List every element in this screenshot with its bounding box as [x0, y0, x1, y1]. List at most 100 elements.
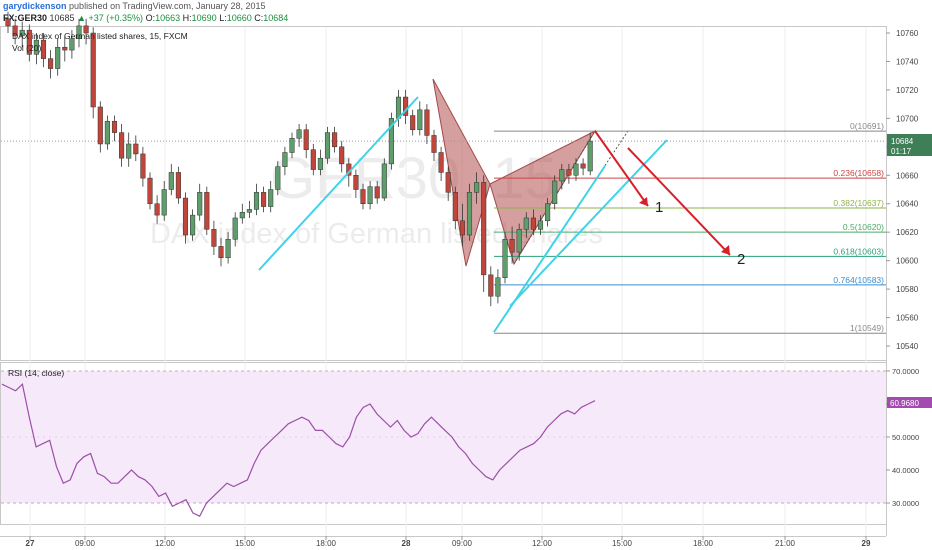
target-2-label: 2: [737, 251, 745, 268]
low-label: L:: [219, 13, 227, 23]
high-value: 10690: [191, 13, 217, 23]
candles: [5, 11, 593, 307]
candle-body-51: [367, 186, 373, 204]
last-price: 10685: [49, 13, 75, 23]
price-tick-10560: 10560: [896, 314, 919, 323]
candle-body-74: [530, 217, 536, 230]
candle-body-35: [253, 192, 260, 210]
candle-body-10: [76, 25, 82, 39]
time-tick-0: 27: [26, 539, 35, 548]
symbol-label: FX:GER30: [3, 13, 48, 23]
candle-body-60: [431, 135, 437, 153]
rsi-tick-70.0000: 70.0000: [892, 367, 919, 376]
candle-body-73: [523, 217, 529, 230]
fib-label-0.5: 0.5(10620): [843, 222, 884, 232]
price-tick-10740: 10740: [896, 57, 919, 66]
arrow-2-shaft: [627, 147, 731, 256]
candle-body-34: [246, 209, 252, 213]
change-value: +37 (+0.35%): [88, 13, 144, 23]
candle-body-71: [509, 239, 515, 253]
candle-body-65: [466, 192, 473, 236]
price-tick-10760: 10760: [896, 29, 919, 38]
candle-body-46: [332, 132, 338, 148]
author-link[interactable]: garydickenson: [3, 1, 67, 11]
top-bar: garydickenson published on TradingView.c…: [0, 0, 932, 26]
candle-body-52: [374, 186, 380, 199]
time-tick-6: 09:00: [452, 539, 473, 548]
fib-label-0.764: 0.764(10583): [833, 275, 884, 285]
candle-body-4: [33, 39, 39, 55]
rsi-pane-title: RSI (14, close): [8, 368, 65, 378]
time-tick-4: 18:00: [316, 539, 337, 548]
channel-line-upper: [509, 139, 668, 307]
candle-body-20: [147, 177, 153, 204]
candle-body-66: [474, 182, 480, 193]
candle-body-63: [452, 192, 458, 222]
candle-body-81: [580, 163, 586, 169]
candle-body-79: [566, 169, 572, 176]
fib-label-0.382: 0.382(10637): [833, 198, 884, 208]
candle-body-53: [381, 163, 387, 199]
rsi-tick-50.0000: 50.0000: [892, 433, 919, 442]
candle-body-8: [62, 46, 68, 51]
candle-body-75: [537, 220, 544, 230]
countdown-tag: 01:17: [891, 147, 912, 156]
rsi-series: [1, 383, 596, 517]
candle-body-44: [317, 157, 323, 170]
candle-body-37: [268, 189, 274, 207]
candle-body-28: [204, 192, 210, 230]
time-tick-7: 12:00: [532, 539, 553, 548]
fib-label-0.618: 0.618(10603): [833, 246, 884, 256]
candle-body-2: [19, 29, 25, 37]
target-1-label: 1: [655, 199, 663, 216]
candle-body-26: [190, 214, 196, 236]
candle-body-68: [488, 274, 494, 297]
last-price-tag: [887, 134, 932, 156]
candle-body-5: [40, 39, 47, 59]
candle-body-56: [403, 96, 409, 116]
candle-body-64: [459, 220, 465, 236]
candle-body-39: [282, 152, 288, 167]
candle-body-32: [232, 217, 238, 240]
candle-body-3: [26, 29, 32, 55]
price-tick-10600: 10600: [896, 257, 919, 266]
candle-body-69: [495, 277, 501, 297]
candle-body-15: [111, 120, 118, 133]
close-value: 10684: [263, 13, 289, 23]
price-tick-10720: 10720: [896, 86, 919, 95]
candle-body-57: [410, 115, 416, 130]
time-tick-3: 15:00: [235, 539, 256, 548]
candle-body-80: [573, 163, 579, 176]
fib-label-1: 1(10549): [850, 323, 884, 333]
price-tick-10700: 10700: [896, 114, 919, 123]
price-tick-10540: 10540: [896, 342, 919, 351]
open-label: O:: [145, 13, 156, 23]
candle-body-19: [140, 153, 146, 179]
rsi-value-tag: [887, 397, 932, 408]
candle-body-61: [438, 152, 444, 173]
candle-body-45: [324, 132, 331, 159]
candle-body-62: [445, 172, 451, 193]
last-price-tag-value: 10684: [891, 137, 914, 146]
candle-body-23: [168, 172, 174, 190]
time-tick-9: 18:00: [693, 539, 714, 548]
rsi-band: [1, 370, 886, 504]
published-text: published on TradingView.com, January 28…: [69, 1, 266, 11]
candle-body-59: [424, 109, 430, 136]
candle-body-11: [83, 25, 89, 34]
candle-body-6: [48, 58, 54, 69]
candle-body-50: [360, 189, 366, 204]
price-pane-title: DAX index of German listed shares, 15, F…: [12, 31, 188, 41]
candle-body-13: [97, 106, 103, 145]
candle-body-42: [303, 129, 309, 150]
price-axis-ticks: 1076010740107201070010680106601064010620…: [886, 29, 919, 351]
arrow-2-head-icon: [721, 245, 730, 255]
candle-body-76: [545, 203, 551, 222]
candle-body-41: [296, 129, 302, 139]
fib-label-0: 0(10691): [850, 121, 884, 131]
open-value: 10663: [155, 13, 181, 23]
candle-body-49: [353, 175, 359, 190]
channel-lines: [258, 96, 668, 333]
candle-body-7: [55, 46, 61, 69]
